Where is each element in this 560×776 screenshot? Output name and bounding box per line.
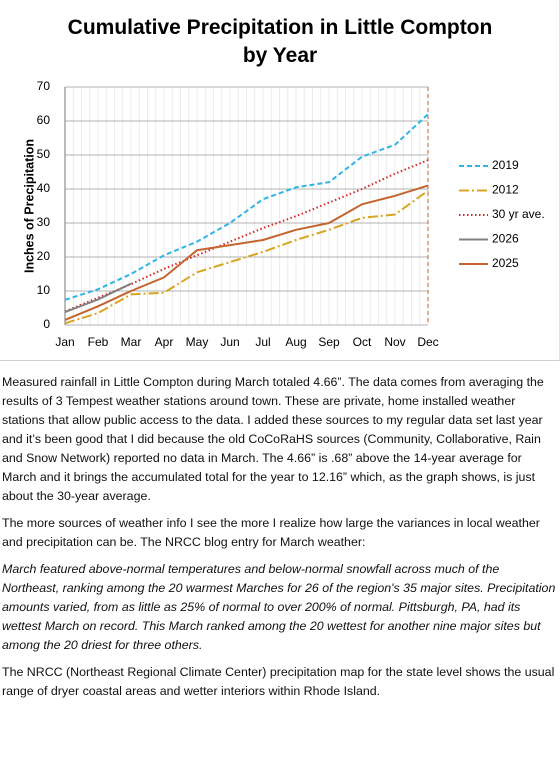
- legend-label: 2025: [492, 256, 519, 270]
- x-tick-label: Jul: [255, 335, 270, 349]
- y-tick-label: 20: [37, 249, 51, 263]
- x-tick-label: Nov: [384, 335, 405, 349]
- x-tick-label: Jun: [220, 335, 239, 349]
- y-tick-label: 0: [43, 317, 50, 331]
- chart-title: Cumulative Precipitation in Little Compt…: [67, 16, 493, 67]
- y-tick-label: 50: [37, 147, 51, 161]
- x-tick-label: Sep: [318, 335, 340, 349]
- x-tick-label: Mar: [121, 335, 142, 349]
- legend-label: 2019: [492, 158, 519, 172]
- series-line: [64, 282, 132, 314]
- y-tick-label: 40: [37, 181, 51, 195]
- legend-label: 2026: [492, 232, 519, 246]
- x-tick-label: Apr: [155, 335, 174, 349]
- quote: March featured above-normal temperatures…: [2, 562, 556, 652]
- article-text: Measured rainfall in Little Compton duri…: [0, 361, 560, 701]
- plot: Inches of Precipitation 0 10 20 30 40 50 60 70 J…: [22, 79, 545, 349]
- series-line: [64, 113, 429, 301]
- y-tick-label: 10: [37, 283, 51, 297]
- x-tick-label: Aug: [285, 335, 306, 349]
- legend-label: 30 yr ave.: [492, 207, 545, 221]
- paragraph: The more sources of weather info I see t…: [2, 516, 540, 549]
- chart: Cumulative Precipitation in Little Compt…: [0, 0, 560, 361]
- series-line: [64, 184, 429, 321]
- x-tick-label: Feb: [88, 335, 109, 349]
- legend-label: 2012: [492, 183, 519, 197]
- y-tick-label: 60: [37, 113, 51, 127]
- x-tick-label: Jan: [55, 335, 74, 349]
- x-tick-label: May: [186, 335, 209, 349]
- x-tick-label: Oct: [353, 335, 372, 349]
- paragraph: The NRCC (Northeast Regional Climate Cen…: [2, 665, 555, 698]
- y-tick-label: 30: [37, 215, 51, 229]
- y-axis-label: Inches of Precipitation: [22, 139, 36, 273]
- x-tick-label: Dec: [417, 335, 438, 349]
- y-tick-label: 70: [37, 79, 51, 93]
- paragraph: Measured rainfall in Little Compton duri…: [2, 375, 544, 503]
